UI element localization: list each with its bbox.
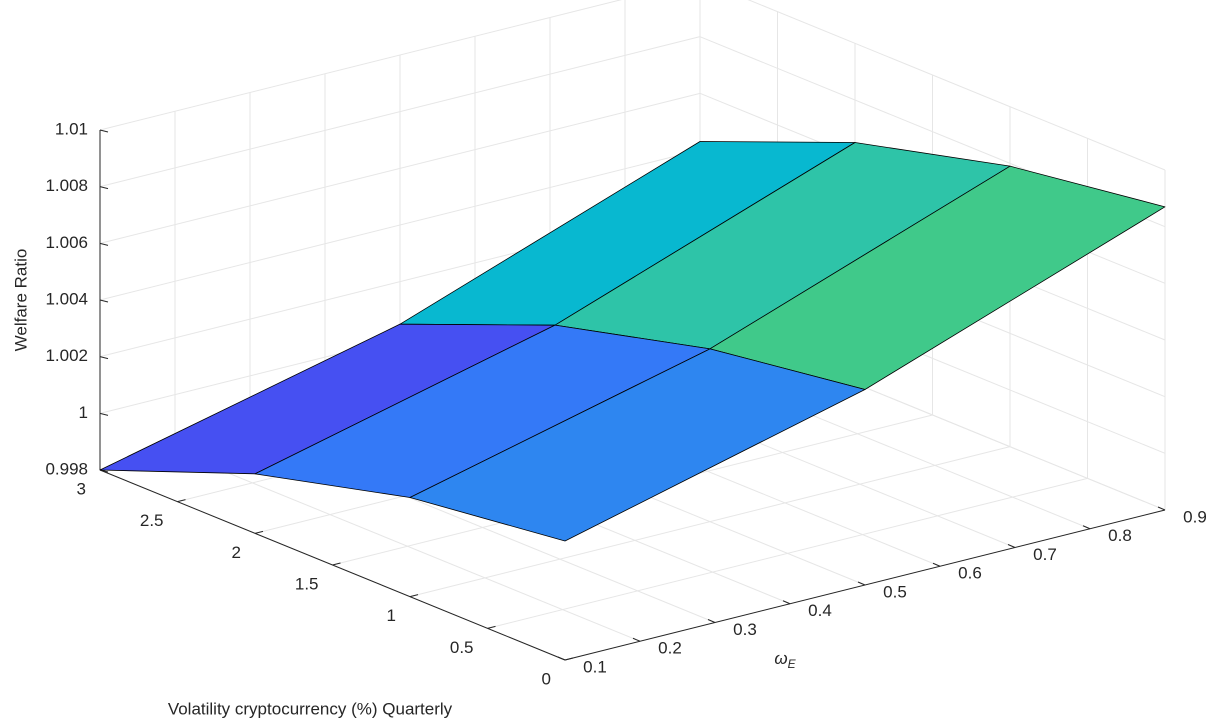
- y-tick: [487, 625, 496, 629]
- z-tick: [99, 242, 109, 246]
- x-tick: [707, 619, 716, 623]
- y-tick: [409, 594, 419, 598]
- z-tick: [99, 412, 109, 416]
- grid-line: [487, 477, 1088, 629]
- grid-line: [99, 149, 701, 301]
- x-tick-label: 0.3: [733, 620, 757, 639]
- x-axis-label-main: ω: [774, 649, 787, 668]
- z-axis-label: Welfare Ratio: [11, 249, 30, 352]
- z-tick-label: 1.004: [45, 289, 88, 308]
- x-tick: [632, 637, 641, 642]
- grid-line: [99, 0, 623, 131]
- x-tick: [1082, 525, 1091, 530]
- x-tick-label: 0.7: [1033, 545, 1057, 564]
- x-tick-label: 0.5: [883, 582, 907, 601]
- z-tick: [99, 299, 109, 303]
- z-tick-label: 1.008: [45, 176, 88, 195]
- x-tick-label: 0.8: [1108, 526, 1132, 545]
- y-tick: [332, 562, 341, 566]
- x-tick: [782, 600, 791, 605]
- y-axis-label: Volatility cryptocurrency (%) Quarterly: [168, 699, 453, 718]
- y-tick-label: 3: [77, 479, 86, 498]
- y-tick: [177, 499, 186, 503]
- z-tick-label: 1.006: [45, 233, 88, 252]
- grid-line: [409, 446, 1011, 598]
- z-tick-label: 1.01: [55, 119, 88, 138]
- z-tick-label: 1: [79, 403, 88, 422]
- y-tick-label: 1: [387, 606, 396, 625]
- z-tick-label: 1.002: [45, 346, 88, 365]
- y-tick: [254, 530, 264, 534]
- grid-line: [747, 0, 1166, 171]
- x-tick-label: 0.4: [808, 601, 832, 620]
- x-tick-label: 0.9: [1183, 507, 1207, 526]
- grid-line: [99, 36, 701, 188]
- y-tick-label: 0: [542, 669, 551, 688]
- y-tick: [564, 657, 574, 661]
- x-tick: [1157, 506, 1166, 511]
- x-tick: [1007, 544, 1016, 548]
- y-tick-label: 1.5: [295, 574, 319, 593]
- z-tick: [99, 356, 109, 360]
- x-tick-label: 0.2: [658, 639, 682, 658]
- x-axis-label-sub: E: [788, 657, 797, 671]
- z-tick: [99, 129, 109, 133]
- z-tick-label: 0.998: [45, 459, 88, 478]
- x-tick-label: 0.6: [958, 564, 982, 583]
- x-tick: [557, 656, 566, 661]
- grid-line: [99, 92, 701, 244]
- surface-face: [409, 348, 866, 542]
- x-tick: [932, 562, 941, 567]
- x-tick: [857, 581, 866, 586]
- y-tick-label: 0.5: [450, 638, 474, 657]
- y-tick-label: 2.5: [140, 511, 164, 530]
- x-tick-label: 0.1: [583, 657, 607, 676]
- x-axis-label: ωE: [774, 649, 796, 671]
- z-tick: [99, 186, 109, 190]
- y-tick-label: 2: [232, 543, 241, 562]
